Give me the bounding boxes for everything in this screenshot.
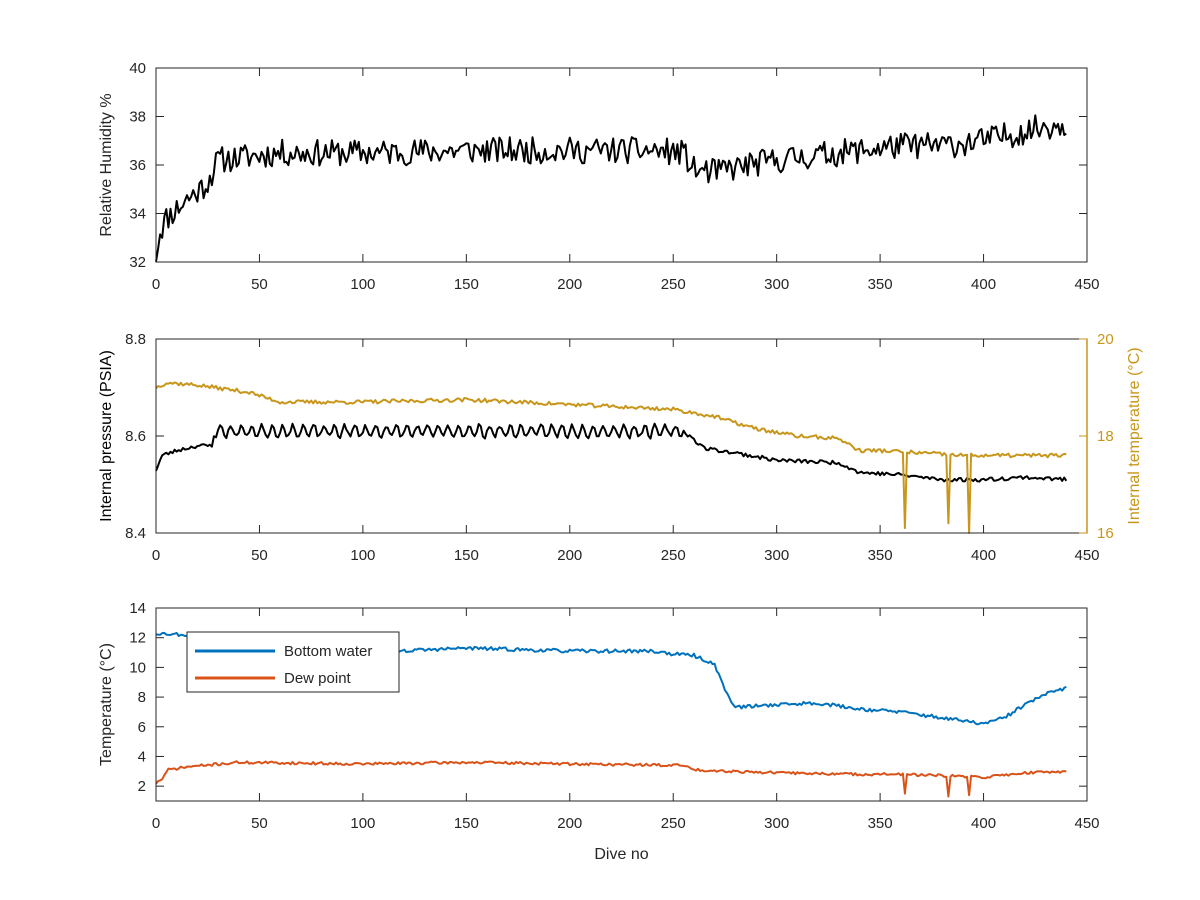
x-tick-label: 50 — [251, 547, 268, 564]
x-axis-label: Dive no — [594, 846, 648, 863]
x-tick-label: 150 — [454, 547, 479, 564]
axes-box — [155, 67, 1088, 263]
y-axis-label-right: Internal temperature (°C) — [1126, 347, 1143, 524]
x-tick-label: 400 — [971, 276, 996, 293]
x-tick-label: 100 — [350, 547, 375, 564]
y-tick-label: 38 — [129, 109, 146, 126]
x-tick-label: 200 — [557, 276, 582, 293]
x-tick-label: 350 — [868, 815, 893, 832]
y-tick-label: 4 — [138, 748, 146, 765]
x-tick-label: 250 — [661, 815, 686, 832]
x-tick-label: 150 — [454, 815, 479, 832]
y-right-tick-label: 18 — [1097, 428, 1114, 445]
y-axis-label: Internal pressure (PSIA) — [98, 350, 115, 522]
x-tick-label: 300 — [764, 276, 789, 293]
series-line-1-1 — [155, 114, 1067, 262]
chart-panel-3: 0 50 100 150 200 250 300 350 400 450 2 4 6 8 10 12 14 Tem… — [98, 600, 1100, 863]
y-tick-label: 14 — [129, 600, 146, 617]
y-tick-label: 34 — [129, 206, 146, 223]
x-tick-label: 450 — [1074, 276, 1099, 293]
x-tick-label: 400 — [971, 547, 996, 564]
y-tick-label: 6 — [138, 719, 146, 736]
x-tick-label: 50 — [251, 276, 268, 293]
legend: Bottom water Dew point — [186, 631, 400, 693]
x-tick-label: 250 — [661, 276, 686, 293]
y-right-tick-label: 20 — [1097, 331, 1114, 348]
x-tick-label: 300 — [764, 815, 789, 832]
x-tick-label: 400 — [971, 815, 996, 832]
y-right-tick-label: 16 — [1097, 525, 1114, 542]
y-tick-label: 8.6 — [125, 428, 146, 445]
series-line-2-2 — [155, 381, 1067, 534]
legend-label: Dew point — [284, 670, 352, 687]
y-tick-label: 36 — [129, 157, 146, 174]
legend-label: Bottom water — [284, 643, 372, 660]
y-tick-label: 32 — [129, 254, 146, 271]
x-tick-label: 200 — [557, 547, 582, 564]
y-axis-label: Temperature (°C) — [98, 643, 115, 766]
x-tick-label: 0 — [152, 276, 160, 293]
y-tick-label: 40 — [129, 60, 146, 77]
x-tick-label: 350 — [868, 547, 893, 564]
series-line-2-1 — [155, 422, 1068, 483]
x-tick-label: 200 — [557, 815, 582, 832]
x-tick-label: 450 — [1074, 815, 1099, 832]
x-tick-label: 450 — [1074, 547, 1099, 564]
axes-box — [155, 607, 1088, 802]
x-tick-label: 100 — [350, 276, 375, 293]
y-tick-label: 8.4 — [125, 525, 146, 542]
y-tick-label: 12 — [129, 630, 146, 647]
x-tick-label: 300 — [764, 547, 789, 564]
y-tick-label: 2 — [138, 778, 146, 795]
y-tick-label: 8 — [138, 689, 146, 706]
legend-box — [186, 631, 400, 693]
x-tick-label: 50 — [251, 815, 268, 832]
chart-panel-2: 0 50 100 150 200 250 300 350 400 450 8.4 8.6 8.8 16 18… — [98, 331, 1143, 564]
chart-panel-1: 0 50 100 150 200 250 300 350 400 450 32 34 36 38 40 Rel… — [98, 60, 1100, 293]
x-tick-label: 0 — [152, 815, 160, 832]
x-tick-label: 350 — [868, 276, 893, 293]
x-tick-label: 150 — [454, 276, 479, 293]
x-tick-label: 0 — [152, 547, 160, 564]
x-tick-label: 250 — [661, 547, 686, 564]
series-line-3-2 — [155, 760, 1067, 798]
y-axis-label: Relative Humidity % — [98, 93, 115, 236]
y-tick-label: 10 — [129, 659, 146, 676]
y-tick-label: 8.8 — [125, 331, 146, 348]
x-tick-label: 100 — [350, 815, 375, 832]
